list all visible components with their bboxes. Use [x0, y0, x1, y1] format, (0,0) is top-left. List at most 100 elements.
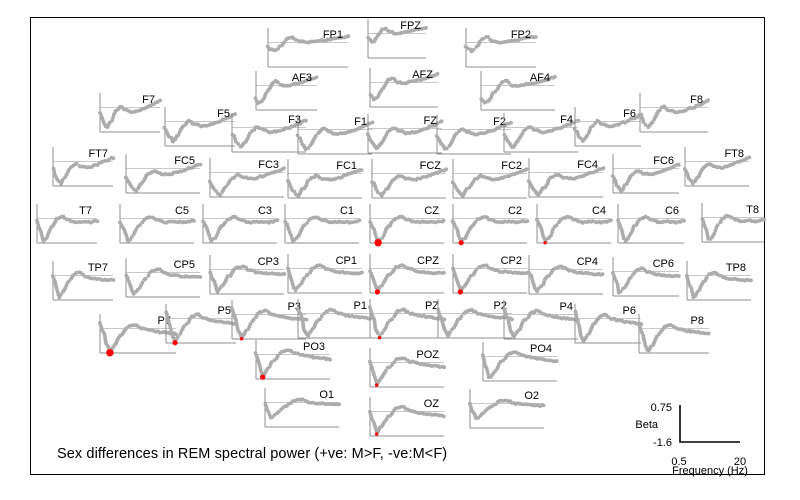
electrode-label: FC2 — [501, 160, 522, 172]
electrode-plot-T8: T8 — [696, 200, 780, 251]
electrode-label: FC6 — [653, 155, 674, 167]
electrode-plot-P3: P3 — [226, 297, 322, 348]
electrode-label: FT8 — [724, 148, 744, 160]
electrode-subplot: C2 — [450, 204, 530, 246]
electrode-plot-CP4: CP4 — [523, 252, 619, 303]
electrode-label: FC3 — [258, 159, 279, 171]
electrode-label: CZ — [424, 205, 439, 217]
electrode-plot-FP1: FP1 — [262, 25, 364, 76]
electrode-label: POZ — [416, 349, 439, 361]
electrode-label: CP4 — [577, 256, 598, 268]
significance-marker — [239, 337, 244, 341]
electrode-plot-F4: F4 — [498, 110, 594, 161]
electrode-label: P5 — [218, 305, 231, 317]
electrode-label: F5 — [217, 108, 230, 120]
spectral-curve — [534, 214, 613, 244]
spectral-curve — [636, 321, 711, 353]
electrode-label: T8 — [746, 204, 759, 216]
electrode-plot-CP6: CP6 — [607, 254, 695, 305]
electrode-subplot: F7 — [98, 93, 163, 133]
electrode-subplot: AF3 — [253, 71, 319, 111]
electrode-plot-FCZ: FCZ — [366, 156, 462, 207]
electrode-label: C6 — [665, 205, 679, 217]
electrode-label: AF3 — [292, 72, 312, 84]
electrode-subplot: CZ — [368, 204, 446, 247]
spectral-curve — [572, 112, 644, 143]
electrode-plot-C4: C4 — [531, 201, 627, 252]
electrode-subplot: CP2 — [451, 254, 530, 295]
spectral-curve — [502, 118, 581, 149]
spectral-curve — [368, 263, 446, 293]
electrode-label: C4 — [592, 205, 606, 217]
significance-marker — [374, 239, 382, 247]
electrode-subplot: OZ — [368, 397, 446, 437]
electrode-subplot: FC1 — [286, 159, 364, 199]
electrode-subplot: FT8 — [682, 147, 752, 187]
spectral-curve — [253, 75, 319, 106]
electrode-plot-FC2: FC2 — [447, 156, 543, 207]
significance-marker — [375, 432, 379, 436]
scale-legend: 0.75 Beta -1.6 0.5 20 Frequency (Hz) — [635, 402, 748, 477]
spectral-curve — [283, 215, 362, 243]
electrode-subplot: CP1 — [286, 254, 364, 294]
electrode-subplot: FC5 — [124, 154, 203, 194]
electrode-label: T7 — [79, 205, 92, 217]
spectral-curve — [253, 348, 332, 377]
electrode-subplot: C3 — [201, 204, 280, 244]
electrode-label: F2 — [493, 116, 506, 128]
spectral-curve — [368, 72, 440, 102]
spectral-curve — [263, 397, 341, 420]
electrode-label: AFZ — [412, 69, 433, 81]
spectral-curve — [201, 214, 280, 244]
electrode-subplot: FP2 — [463, 28, 538, 68]
significance-marker — [458, 240, 464, 246]
electrode-subplot: F4 — [502, 113, 581, 153]
electrode-plot-P6: P6 — [569, 301, 657, 352]
electrode-plot-FPZ: FPZ — [362, 16, 442, 67]
spectral-curve — [481, 350, 559, 379]
electrode-subplot: F8 — [638, 93, 711, 133]
electrode-plot-PZ: PZ — [364, 296, 460, 347]
electrode-plot-FC3: FC3 — [204, 155, 300, 206]
electrode-plot-POZ: POZ — [364, 345, 460, 396]
electrode-label: F8 — [690, 94, 703, 106]
spectral-curve — [207, 166, 286, 197]
electrode-label: FC1 — [336, 160, 357, 172]
spectral-curve — [98, 98, 163, 129]
electrode-subplot: T8 — [700, 203, 767, 243]
significance-marker — [377, 336, 382, 340]
electrode-label: FCZ — [420, 160, 442, 172]
electrode-label: FC4 — [577, 159, 598, 171]
electrode-label: PO4 — [530, 343, 552, 355]
electrode-label: CP2 — [501, 255, 522, 267]
spectral-curve — [368, 404, 446, 434]
electrode-subplot: P1 — [296, 299, 375, 339]
electrode-label: C2 — [508, 205, 522, 217]
spectral-curve — [573, 309, 644, 344]
spectral-curve — [638, 98, 711, 130]
electrode-label: FT7 — [88, 148, 108, 160]
electrode-plot-F2: F2 — [431, 112, 527, 163]
electrode-subplot: PO3 — [253, 340, 332, 380]
electrode-plot-OZ: OZ — [364, 394, 460, 445]
spectral-curve — [526, 166, 606, 197]
electrode-plot-C6: C6 — [612, 201, 700, 252]
legend-y-axis-label: Beta — [635, 419, 659, 431]
spectral-curve — [124, 162, 203, 193]
electrode-label: F6 — [623, 108, 636, 120]
electrode-subplot: CP5 — [124, 258, 203, 298]
legend-x-min-label: 0.5 — [671, 456, 686, 468]
electrode-subplot: FZ — [365, 114, 444, 154]
electrode-subplot: CP6 — [611, 257, 681, 297]
electrode-label: CPZ — [417, 255, 439, 267]
electrode-plot-CP3: CP3 — [204, 252, 300, 303]
electrode-label: P8 — [691, 315, 704, 327]
significance-marker — [375, 383, 379, 387]
electrode-label: CP3 — [258, 256, 279, 268]
electrode-label: FZ — [424, 115, 438, 127]
electrode-subplot: P3 — [229, 300, 309, 341]
electrode-label: O2 — [524, 390, 539, 402]
spectral-curve — [527, 264, 605, 293]
spectral-curve — [295, 120, 375, 152]
